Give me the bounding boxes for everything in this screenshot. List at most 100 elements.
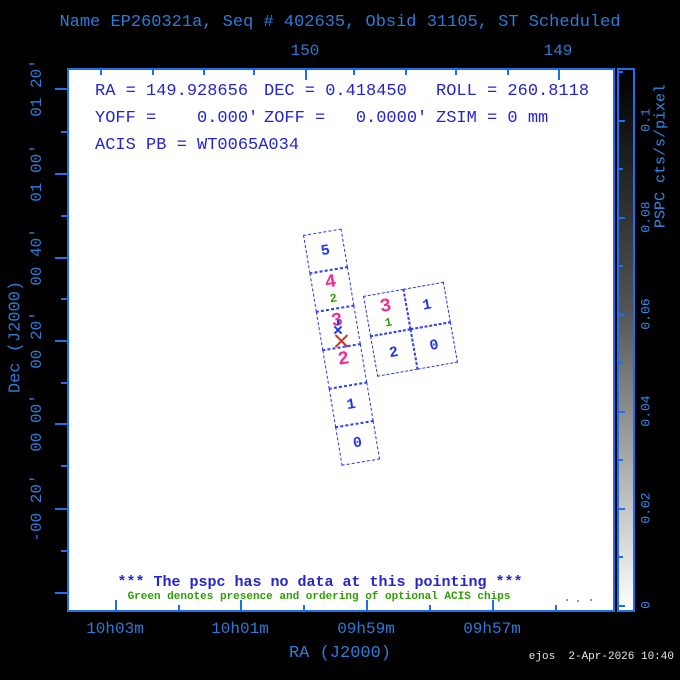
- chip-number-label: 0: [351, 434, 364, 453]
- page-title: Name EP260321a, Seq # 402635, Obsid 3110…: [59, 13, 621, 32]
- left-tick: [55, 173, 67, 175]
- bottom-tick: [366, 600, 368, 610]
- pointing-info-text: DEC = 0.418450: [264, 82, 407, 101]
- top-tick: [152, 70, 154, 75]
- left-tick: [61, 465, 67, 467]
- colorbar-tick-label: 0.08: [638, 201, 654, 233]
- chip-optional-order-label: 2: [328, 291, 339, 307]
- no-data-warning-text: *** The pspc has no data at this pointin…: [117, 574, 523, 591]
- top-axis-tick-label: 149: [543, 42, 573, 60]
- pointing-info-text: ACIS PB = WT0065A034: [95, 136, 300, 155]
- bottom-axis-tick-label: 10h01m: [211, 620, 269, 638]
- acis-i-array-chip-1: 1: [403, 281, 451, 330]
- bottom-tick: [178, 605, 180, 610]
- left-tick: [61, 382, 67, 384]
- cbar-tick: [619, 362, 623, 364]
- top-tick: [455, 70, 457, 75]
- cbar-tick: [619, 508, 625, 510]
- y-axis-title: Dec (J2000): [6, 280, 26, 394]
- pointing-info-text: RA = 149.928656: [95, 82, 249, 101]
- colorbar-tick-label: 0.04: [638, 395, 654, 427]
- chip-optional-order-label: 1: [383, 314, 394, 330]
- left-tick: [55, 88, 67, 90]
- aimpoint-red-x-marker: [333, 333, 350, 350]
- left-tick: [55, 257, 67, 259]
- acis-i-array-chip-2: 2: [370, 329, 418, 377]
- top-tick: [253, 70, 255, 75]
- chip-number-label: 1: [421, 296, 434, 315]
- chip-number-label: 1: [345, 395, 358, 415]
- top-tick: [405, 70, 407, 75]
- left-tick: [55, 592, 67, 594]
- cbar-tick: [619, 556, 623, 558]
- left-axis-tick-label: 00 00': [28, 394, 46, 452]
- left-axis-tick-label: 01 20': [28, 59, 46, 117]
- left-tick: [61, 550, 67, 552]
- green-chips-note-text: Green denotes presence and ordering of o…: [127, 591, 511, 603]
- pointing-info-text: YOFF = 0.000': [95, 109, 259, 128]
- top-tick: [353, 70, 355, 75]
- cbar-tick: [619, 217, 625, 219]
- bottom-tick: [429, 605, 431, 610]
- chip-number-label: 2: [387, 343, 400, 363]
- acis-s-array-chip-0: 0: [335, 420, 381, 466]
- left-tick: [61, 131, 67, 133]
- faint-dot: [590, 599, 592, 601]
- bottom-tick: [240, 600, 242, 610]
- cbar-tick: [619, 411, 625, 413]
- bottom-tick: [303, 605, 305, 610]
- x-axis-title: RA (J2000): [288, 644, 392, 663]
- footer-timestamp: ejos 2-Apr-2026 10:40: [528, 651, 674, 663]
- cbar-tick: [619, 168, 623, 170]
- top-tick: [558, 70, 560, 80]
- cbar-tick: [619, 605, 625, 607]
- chip-number-label: 4: [323, 270, 339, 294]
- acis-s-array-chip-2: 2: [322, 343, 368, 389]
- cbar-tick: [619, 314, 625, 316]
- chip-number-label: 5: [319, 241, 332, 261]
- pointing-info-text: ROLL = 260.8118: [436, 82, 590, 101]
- acis-s-array-chip-5: 5: [303, 228, 348, 274]
- left-tick: [55, 423, 67, 425]
- cbar-tick: [619, 71, 623, 73]
- left-axis-tick-label: -00 20': [28, 474, 46, 542]
- pspc-colorbar: [617, 68, 635, 612]
- bottom-tick: [492, 600, 494, 610]
- left-tick: [55, 340, 67, 342]
- left-tick: [61, 298, 67, 300]
- top-tick: [305, 70, 307, 80]
- acis-s-array-chip-1: 1: [328, 382, 374, 428]
- left-tick: [55, 508, 67, 510]
- bottom-tick: [555, 605, 557, 610]
- cbar-tick: [619, 459, 623, 461]
- bottom-axis-tick-label: 09h57m: [463, 620, 521, 638]
- left-axis-tick-label: 00 20': [28, 311, 46, 369]
- top-axis-tick-label: 150: [290, 42, 320, 60]
- colorbar-tick-label: 0.06: [638, 298, 654, 330]
- colorbar-tick-label: 0.02: [638, 492, 654, 524]
- acis-i-array-chip-0: 0: [410, 322, 458, 370]
- bottom-tick: [115, 600, 117, 610]
- pointing-info-text: ZSIM = 0 mm: [436, 109, 549, 128]
- left-tick: [61, 215, 67, 217]
- chip-number-label: 2: [336, 347, 351, 371]
- chip-number-label: 0: [428, 336, 441, 356]
- faint-dot: [577, 600, 579, 602]
- faint-dot: [566, 599, 568, 601]
- colorbar-tick-label: 0: [638, 601, 654, 609]
- left-axis-tick-label: 00 40': [28, 228, 46, 286]
- cbar-tick: [619, 265, 623, 267]
- top-tick: [100, 70, 102, 75]
- chip-number-label: 3: [378, 293, 394, 318]
- top-tick: [507, 70, 509, 75]
- bottom-axis-tick-label: 09h59m: [337, 620, 395, 638]
- bottom-axis-tick-label: 10h03m: [86, 620, 144, 638]
- pointing-info-text: ZOFF = 0.0000': [264, 109, 428, 128]
- left-axis-tick-label: 01 00': [28, 144, 46, 202]
- cbar-tick: [619, 120, 625, 122]
- colorbar-tick-label: 0.1: [638, 108, 654, 132]
